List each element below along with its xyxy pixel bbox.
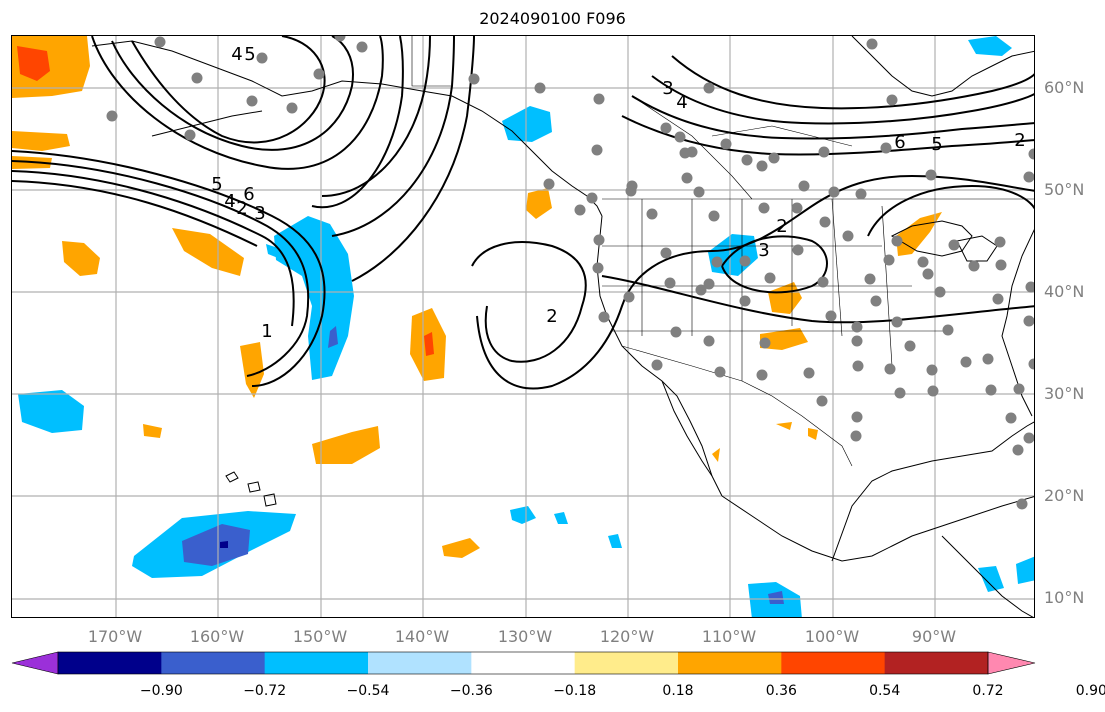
colorbar-tick-label: −0.72 — [243, 683, 287, 699]
colorbar-tick-label: −0.90 — [139, 683, 183, 699]
lon-label-150w: 150°W — [292, 627, 348, 646]
colorbar-segment — [884, 652, 989, 674]
colorbar-segments — [11, 651, 1036, 675]
contour-label: 5 — [244, 44, 255, 65]
lon-label-90w: 90°W — [911, 627, 957, 646]
station-markers — [106, 36, 1034, 510]
colorbar-tick-label: 0.54 — [869, 683, 901, 699]
contour-label: 4 — [231, 44, 242, 65]
contour-label: 5 — [931, 134, 942, 155]
colorbar-extend-low — [11, 651, 59, 675]
lon-label-130w: 130°W — [497, 627, 553, 646]
colorbar-segment — [58, 652, 162, 674]
contour-label: 2 — [236, 198, 247, 219]
colorbar — [11, 651, 1036, 675]
lon-label-100w: 100°W — [804, 627, 860, 646]
contour-label: 6 — [243, 184, 254, 205]
anomaly-fills — [12, 36, 1034, 617]
contour-label: 5 — [211, 174, 222, 195]
contour-label: 3 — [758, 240, 769, 261]
colorbar-tick-label: 0.36 — [765, 683, 797, 699]
lat-label-50n: 50°N — [1044, 180, 1085, 199]
contour-label: 2 — [546, 306, 557, 327]
contour-label: 1 — [261, 321, 272, 342]
contour-label: 3 — [662, 78, 673, 99]
colorbar-tick-label: −0.36 — [449, 683, 493, 699]
political-borders — [411, 36, 1034, 467]
colorbar-tick-label: 0.90 — [1075, 683, 1105, 699]
lon-label-110w: 110°W — [701, 627, 757, 646]
contour-label: 4 — [224, 191, 235, 212]
colorbar-segment — [678, 652, 782, 674]
colorbar-segment — [368, 652, 472, 674]
lat-label-10n: 10°N — [1044, 588, 1085, 607]
lat-label-30n: 30°N — [1044, 384, 1085, 403]
colorbar-tick-label: −0.18 — [553, 683, 597, 699]
lat-label-60n: 60°N — [1044, 78, 1085, 97]
contour-lines — [12, 36, 1034, 390]
contour-label: 3 — [254, 203, 265, 224]
lon-label-170w: 170°W — [87, 627, 143, 646]
lat-label-20n: 20°N — [1044, 486, 1085, 505]
map-title: 2024090100 F096 — [479, 9, 626, 28]
colorbar-tick-label: −0.54 — [346, 683, 390, 699]
graticule — [12, 36, 1034, 617]
colorbar-segment — [574, 652, 679, 674]
contour-label: 2 — [776, 216, 787, 237]
colorbar-tick-label: 0.72 — [972, 683, 1004, 699]
contour-label: 2 — [1014, 130, 1025, 151]
lon-label-120w: 120°W — [599, 627, 655, 646]
contour-label: 6 — [894, 132, 905, 153]
colorbar-segment — [264, 652, 369, 674]
colorbar-segment — [781, 652, 886, 674]
colorbar-segment — [471, 652, 576, 674]
contour-label: 4 — [676, 92, 687, 113]
coastlines — [91, 36, 1034, 617]
colorbar-extend-high — [987, 651, 1036, 675]
colorbar-border — [57, 651, 989, 675]
colorbar-segment — [161, 652, 266, 674]
colorbar-tick-label: 0.18 — [662, 683, 694, 699]
lat-label-40n: 40°N — [1044, 282, 1085, 301]
lon-label-160w: 160°W — [189, 627, 245, 646]
lon-label-140w: 140°W — [394, 627, 450, 646]
